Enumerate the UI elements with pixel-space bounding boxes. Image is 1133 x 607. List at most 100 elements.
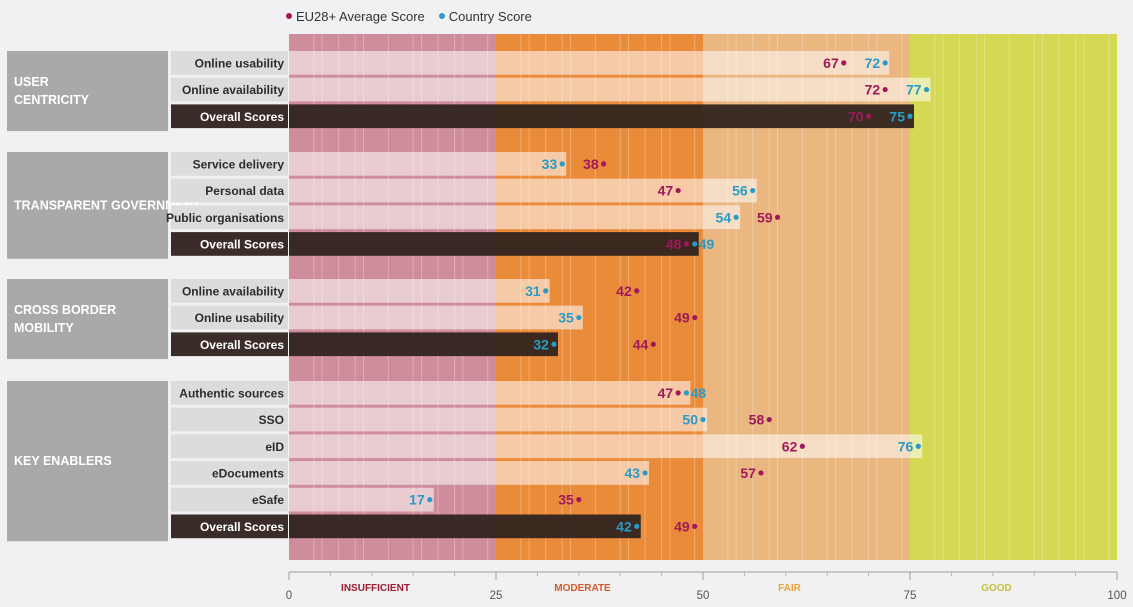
- bar: [289, 514, 641, 539]
- country-value: 43: [624, 465, 640, 481]
- row-label-box: [171, 332, 288, 357]
- row-label: Overall Scores: [200, 237, 284, 251]
- eu-marker: [601, 161, 607, 167]
- bar: [289, 178, 757, 203]
- table-row: eSafe 35 17: [171, 487, 582, 512]
- country-marker: [907, 113, 913, 119]
- rows-layer: USER CENTRICITY Online usability 67 72 Online…: [7, 51, 931, 542]
- band-good: [910, 34, 1117, 560]
- country-marker: [923, 86, 930, 93]
- row-label: Overall Scores: [200, 338, 284, 352]
- row-label-box: [171, 514, 288, 539]
- row-label: Authentic sources: [179, 386, 284, 400]
- table-row: Online availability 42 31: [171, 279, 640, 303]
- table-row: eID 62 76: [171, 434, 923, 459]
- eu-value: 48: [666, 236, 682, 252]
- country-value: 49: [699, 236, 715, 252]
- country-value: 35: [558, 310, 574, 326]
- country-marker: [683, 390, 690, 396]
- country-marker: [559, 161, 565, 167]
- country-marker: [427, 497, 433, 503]
- bar: [289, 205, 741, 230]
- group-label: CROSS BORDER MOBILITY: [14, 303, 116, 335]
- band-label-fair: FAIR: [778, 583, 802, 594]
- country-marker: [882, 60, 888, 66]
- legend-country-marker: [438, 13, 445, 19]
- bar: [289, 77, 931, 102]
- eu-marker: [675, 390, 681, 396]
- row-label: Online availability: [182, 83, 284, 97]
- eu-marker: [650, 341, 656, 347]
- group-box: [7, 152, 168, 259]
- group-box: [7, 51, 168, 132]
- eu-marker: [692, 314, 698, 321]
- row-label: eDocuments: [212, 466, 284, 480]
- bar: [289, 51, 890, 75]
- bar: [289, 407, 707, 432]
- row-label-box: [171, 434, 288, 459]
- table-row: Online usability 67 72: [171, 51, 890, 75]
- country-value: 42: [616, 518, 632, 534]
- bar: [289, 152, 567, 176]
- table-row: Public organisations 59 54: [166, 205, 781, 230]
- country-value: 77: [906, 82, 922, 98]
- eu-value: 44: [633, 336, 649, 352]
- table-row: Overall Scores 48 49: [171, 232, 715, 256]
- eu-marker: [882, 86, 888, 93]
- band-label-moderate: MODERATE: [554, 583, 611, 594]
- group-label: TRANSPARENT GOVERNMENT: [14, 198, 201, 212]
- x-tick-label: 50: [697, 590, 710, 602]
- group-label-line: CENTRICITY: [14, 93, 90, 107]
- country-marker: [700, 416, 706, 423]
- eu-value: 57: [740, 465, 756, 481]
- eu-value: 47: [658, 385, 674, 401]
- country-marker: [543, 288, 549, 294]
- eu-marker: [774, 214, 781, 220]
- band-label-good: GOOD: [981, 583, 1012, 594]
- row-label-box: [171, 305, 288, 330]
- country-value: 75: [889, 108, 905, 124]
- row-label-box: [171, 232, 288, 256]
- bar: [289, 487, 434, 512]
- country-marker: [915, 443, 921, 449]
- eu-value: 58: [749, 412, 765, 428]
- row-label-box: [171, 461, 288, 485]
- country-value: 56: [732, 183, 748, 199]
- country-value: 17: [409, 492, 425, 508]
- eu-marker: [576, 497, 582, 503]
- group-label-line: CROSS BORDER: [14, 303, 116, 317]
- x-tick-label: 25: [490, 590, 503, 602]
- eu-value: 59: [757, 209, 773, 225]
- eu-value: 67: [823, 55, 839, 71]
- country-value: 54: [716, 209, 732, 225]
- row-label-box: [171, 205, 288, 230]
- eu-value: 72: [865, 82, 881, 98]
- country-value: 72: [865, 55, 881, 71]
- country-marker: [642, 470, 648, 476]
- x-tick-label: 75: [904, 590, 917, 602]
- group-label: USER CENTRICITY: [14, 75, 90, 107]
- row-label: Online usability: [195, 311, 285, 325]
- eu-value: 70: [848, 108, 864, 124]
- country-value: 32: [533, 336, 549, 352]
- row-label-box: [171, 152, 288, 176]
- legend-eu-marker: [286, 13, 292, 19]
- country-value: 50: [682, 412, 698, 428]
- row-label: Service delivery: [193, 157, 285, 171]
- row-label: Overall Scores: [200, 520, 284, 534]
- eu-value: 47: [658, 183, 674, 199]
- table-row: Online usability 49 35: [171, 305, 698, 330]
- eu-marker: [758, 470, 764, 476]
- bar: [289, 232, 699, 256]
- eu-marker: [841, 60, 847, 66]
- eu-marker: [799, 443, 805, 449]
- row-label-box: [171, 178, 288, 203]
- row-label-box: [171, 104, 288, 129]
- eu-value: 49: [674, 518, 690, 534]
- group-box: [7, 279, 168, 360]
- eu-marker: [766, 416, 772, 423]
- row-label: Online availability: [182, 284, 284, 298]
- bar: [289, 104, 914, 129]
- row-label: eSafe: [252, 493, 284, 507]
